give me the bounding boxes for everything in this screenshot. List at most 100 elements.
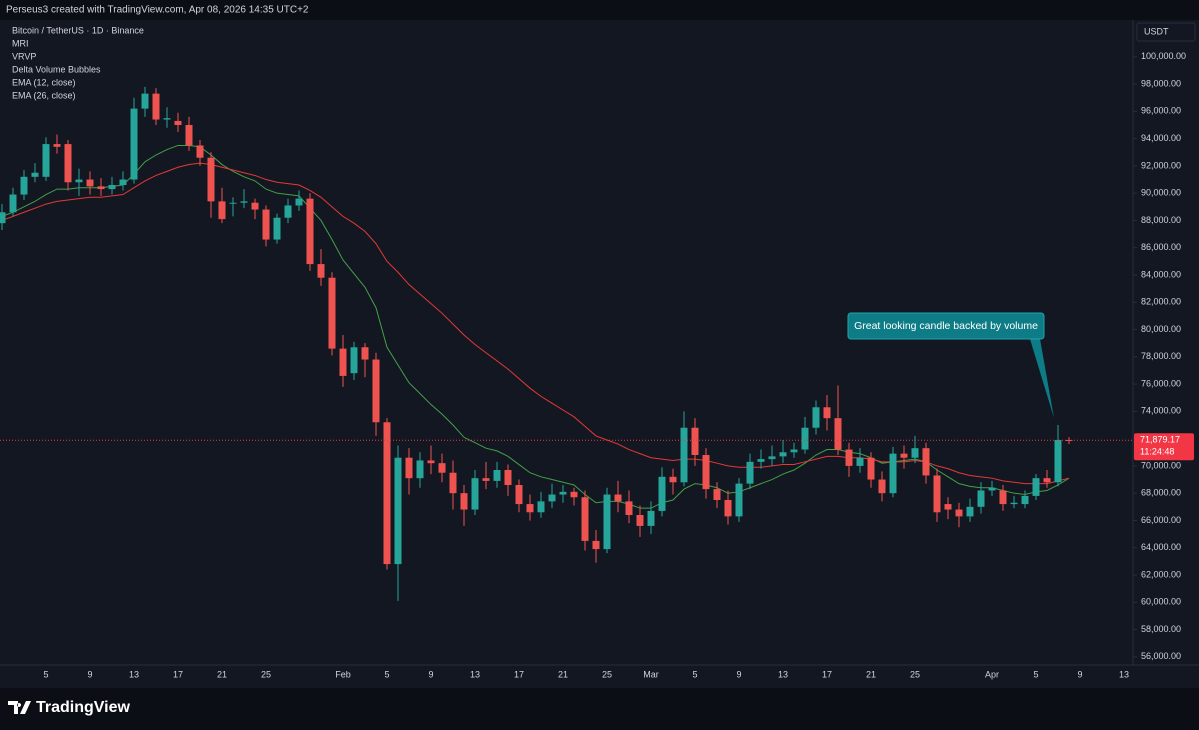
candle-body xyxy=(152,93,160,120)
y-tick-label: 62,000.00 xyxy=(1141,569,1181,579)
candle-body xyxy=(394,457,402,565)
x-tick-label: 25 xyxy=(261,669,271,679)
candle-body xyxy=(196,145,204,158)
candle-body xyxy=(75,179,83,183)
candle-body xyxy=(97,186,105,190)
candle-body xyxy=(350,347,358,374)
candle-body xyxy=(570,491,578,498)
candle-body xyxy=(482,478,490,481)
candle-body xyxy=(955,509,963,517)
y-tick-label: 74,000.00 xyxy=(1141,406,1181,416)
y-tick-label: 96,000.00 xyxy=(1141,106,1181,116)
candle-body xyxy=(471,478,479,510)
candle-body xyxy=(713,489,721,500)
y-tick-label: 90,000.00 xyxy=(1141,188,1181,198)
y-tick-label: 78,000.00 xyxy=(1141,351,1181,361)
candle-body xyxy=(911,448,919,458)
candle-body xyxy=(867,457,875,480)
candle-body xyxy=(834,418,842,450)
legend-entry: EMA (12, close) xyxy=(12,77,76,87)
brand-logo xyxy=(8,701,31,714)
candle-body xyxy=(768,456,776,460)
y-tick-label: 100,000.00 xyxy=(1141,51,1186,61)
candle-body xyxy=(845,449,853,466)
x-tick-label: 13 xyxy=(1119,669,1129,679)
y-tick-label: 86,000.00 xyxy=(1141,242,1181,252)
callout-pointer xyxy=(1030,339,1054,418)
y-tick-label: 76,000.00 xyxy=(1141,378,1181,388)
candle-body xyxy=(878,479,886,494)
candle-body xyxy=(1010,502,1018,505)
x-tick-label: Mar xyxy=(643,669,659,679)
candle-body xyxy=(218,201,226,220)
candle-body xyxy=(383,422,391,565)
candle-body xyxy=(922,448,930,476)
x-tick-label: 13 xyxy=(129,669,139,679)
currency-box xyxy=(1136,22,1196,42)
candle-body xyxy=(647,510,655,526)
candle-body xyxy=(856,457,864,466)
candle-body xyxy=(405,457,413,479)
candle-body xyxy=(9,194,17,213)
y-tick-label: 92,000.00 xyxy=(1141,160,1181,170)
candle-body xyxy=(284,205,292,218)
candle-body xyxy=(427,460,435,464)
x-tick-label: 21 xyxy=(558,669,568,679)
candle-body xyxy=(207,157,215,202)
candle-body xyxy=(680,427,688,483)
candle-body xyxy=(372,359,380,423)
candle-body xyxy=(460,493,468,510)
x-tick-label: 9 xyxy=(1077,669,1082,679)
annotation: Great looking candle backed by volume xyxy=(854,320,1038,332)
legend-entry: Delta Volume Bubbles xyxy=(12,64,101,74)
candle-body xyxy=(636,515,644,526)
candle-body xyxy=(625,501,633,515)
y-tick-label: 68,000.00 xyxy=(1141,488,1181,498)
candle-body xyxy=(548,494,556,502)
x-tick-label: 17 xyxy=(173,669,183,679)
candle-body xyxy=(966,506,974,517)
last-price-box xyxy=(1134,433,1194,461)
candle-body xyxy=(889,453,897,494)
candle-body xyxy=(416,460,424,479)
candle-body xyxy=(977,490,985,507)
candle-body xyxy=(746,461,754,484)
candle-body xyxy=(790,449,798,453)
candle-body xyxy=(526,504,534,513)
x-tick-label: Feb xyxy=(335,669,351,679)
y-tick-label: 80,000.00 xyxy=(1141,324,1181,334)
brand: TradingView xyxy=(36,699,131,716)
candle-body xyxy=(317,264,325,278)
y-tick-label: 56,000.00 xyxy=(1141,651,1181,661)
candle-body xyxy=(42,144,50,177)
candle-body xyxy=(900,453,908,458)
candle-body xyxy=(779,452,787,457)
candle-body xyxy=(53,144,61,147)
candle-body xyxy=(537,501,545,513)
y-tick-label: 98,000.00 xyxy=(1141,78,1181,88)
candle-body xyxy=(1021,495,1029,505)
candle-body xyxy=(449,472,457,494)
candle-body xyxy=(999,490,1007,505)
candle-body xyxy=(64,144,72,183)
candle-body xyxy=(823,407,831,419)
candle-body xyxy=(1054,440,1062,483)
candle-body xyxy=(812,407,820,428)
x-tick-label: 5 xyxy=(1033,669,1038,679)
x-tick-label: 9 xyxy=(87,669,92,679)
x-tick-label: 21 xyxy=(866,669,876,679)
x-tick-label: 21 xyxy=(217,669,227,679)
x-tick-label: 17 xyxy=(514,669,524,679)
candle-body xyxy=(614,494,622,502)
candle-body xyxy=(0,212,6,224)
candle-body xyxy=(559,491,567,495)
candle-body xyxy=(20,176,28,195)
candle-body xyxy=(141,93,149,109)
candle-body xyxy=(592,540,600,550)
candle-body xyxy=(724,500,732,517)
candle-body xyxy=(801,427,809,450)
y-tick-label: 58,000.00 xyxy=(1141,624,1181,634)
candle-body xyxy=(515,485,523,505)
candle-body xyxy=(295,198,303,206)
